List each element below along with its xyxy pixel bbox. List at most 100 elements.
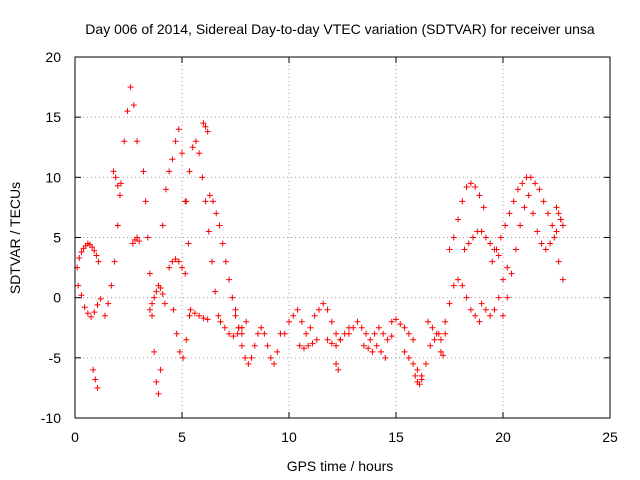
data-point <box>243 318 250 325</box>
data-point <box>159 291 166 298</box>
series-arc-31 <box>461 228 502 259</box>
data-point <box>378 348 385 355</box>
grid-lines <box>75 57 610 418</box>
data-point <box>189 144 196 151</box>
data-point <box>450 282 457 289</box>
data-point <box>281 330 288 337</box>
data-point <box>91 247 98 254</box>
data-point <box>525 192 532 199</box>
data-point <box>155 390 162 397</box>
data-point <box>333 360 340 367</box>
data-point <box>437 336 444 343</box>
data-point <box>169 156 176 163</box>
data-point <box>337 336 344 343</box>
series-arc-7 <box>140 168 164 397</box>
data-point <box>166 264 173 271</box>
data-point <box>202 198 209 205</box>
data-point <box>159 222 166 229</box>
data-point <box>232 312 239 319</box>
x-tick-label: 0 <box>71 429 79 445</box>
data-point <box>527 174 534 181</box>
y-tick-label: -10 <box>41 410 61 426</box>
data-point <box>101 312 108 319</box>
data-point <box>232 306 239 313</box>
data-point <box>388 333 395 340</box>
data-point <box>172 256 179 263</box>
data-point <box>191 310 198 317</box>
data-point <box>204 316 211 323</box>
data-point <box>495 252 502 259</box>
data-point <box>369 348 376 355</box>
data-point <box>467 180 474 187</box>
data-point <box>534 228 541 235</box>
data-point <box>559 222 566 229</box>
data-point <box>140 168 147 175</box>
data-point <box>504 294 511 301</box>
data-point <box>542 246 549 253</box>
data-point <box>200 315 207 322</box>
data-point <box>210 198 217 205</box>
data-point <box>254 330 261 337</box>
data-point <box>286 318 292 325</box>
data-point <box>215 312 222 319</box>
data-point <box>222 258 229 265</box>
data-point <box>93 252 100 259</box>
data-point <box>446 246 453 253</box>
data-point <box>183 198 190 205</box>
series-arc-6 <box>129 234 143 247</box>
data-point <box>401 348 408 355</box>
y-tick-label: 5 <box>53 230 61 246</box>
data-point <box>192 138 199 145</box>
data-point <box>311 312 318 319</box>
data-point <box>92 376 99 383</box>
y-tick-label: 15 <box>45 109 61 125</box>
data-point <box>162 186 169 193</box>
x-tick-label: 15 <box>388 429 404 445</box>
data-point <box>414 366 421 373</box>
data-point <box>354 318 361 325</box>
data-point <box>313 336 320 343</box>
data-point <box>95 258 102 265</box>
data-point <box>242 354 249 361</box>
data-point <box>373 342 380 349</box>
data-point <box>557 216 564 223</box>
data-point <box>187 306 194 313</box>
data-point <box>153 378 160 385</box>
y-tick-label: 0 <box>53 290 61 306</box>
data-point <box>553 204 560 211</box>
data-point <box>382 354 389 361</box>
data-point <box>78 292 85 299</box>
x-axis-label: GPS time / hours <box>287 458 394 474</box>
data-point <box>274 348 281 355</box>
series-arc-26 <box>412 372 425 388</box>
data-point <box>510 198 517 205</box>
series-arc-30 <box>446 180 487 253</box>
data-point <box>118 180 125 187</box>
data-point <box>427 342 434 349</box>
data-point <box>500 312 506 319</box>
series-arc-24 <box>388 316 417 343</box>
data-point <box>129 240 136 247</box>
data-point <box>365 345 372 352</box>
data-point <box>142 198 149 205</box>
data-point <box>182 270 189 277</box>
data-point <box>333 330 340 337</box>
data-point <box>433 330 440 337</box>
data-point <box>89 244 96 251</box>
data-point <box>88 313 95 320</box>
data-point <box>547 240 554 247</box>
data-point <box>169 258 176 265</box>
data-point <box>446 300 453 307</box>
data-point <box>146 270 153 277</box>
data-point <box>149 300 156 307</box>
data-point <box>121 138 128 145</box>
data-point <box>204 128 211 135</box>
data-point <box>440 352 447 359</box>
data-point <box>186 312 193 319</box>
data-point <box>235 324 242 331</box>
data-point <box>412 372 419 379</box>
series-arc-25 <box>401 330 442 379</box>
data-point <box>517 222 524 229</box>
data-point <box>549 222 556 229</box>
data-point <box>333 342 340 349</box>
